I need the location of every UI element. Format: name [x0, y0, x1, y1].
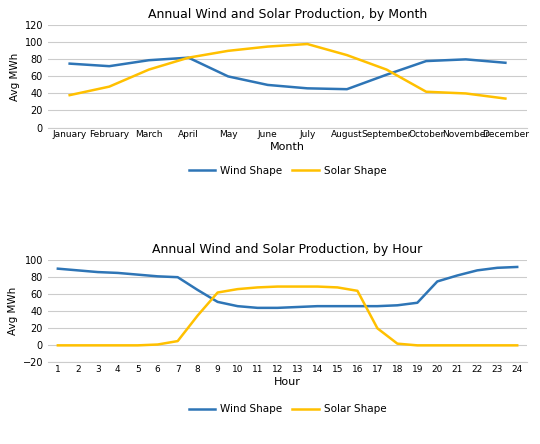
Solar Shape: [185, 55, 192, 60]
Wind Shape: [214, 299, 221, 305]
Solar Shape: [254, 285, 261, 290]
Wind Shape: [494, 265, 501, 270]
Wind Shape: [414, 300, 421, 305]
Solar Shape: [234, 286, 241, 292]
Solar Shape: [106, 84, 112, 89]
Wind Shape: [434, 279, 441, 284]
Solar Shape: [394, 341, 401, 346]
Wind Shape: [304, 86, 310, 91]
Y-axis label: Avg MWh: Avg MWh: [8, 287, 18, 335]
Solar Shape: [225, 48, 231, 54]
Wind Shape: [502, 60, 509, 65]
Solar Shape: [494, 343, 501, 348]
X-axis label: Month: Month: [270, 142, 305, 152]
Wind Shape: [66, 61, 73, 66]
Solar Shape: [502, 96, 509, 101]
Wind Shape: [134, 272, 141, 278]
Legend: Wind Shape, Solar Shape: Wind Shape, Solar Shape: [185, 400, 390, 419]
Title: Annual Wind and Solar Production, by Month: Annual Wind and Solar Production, by Mon…: [148, 8, 427, 21]
Wind Shape: [423, 59, 429, 64]
Solar Shape: [55, 343, 61, 348]
Title: Annual Wind and Solar Production, by Hour: Annual Wind and Solar Production, by Hou…: [152, 243, 423, 256]
Solar Shape: [314, 284, 321, 289]
Wind Shape: [75, 268, 81, 273]
Solar Shape: [75, 343, 81, 348]
Wind Shape: [174, 274, 181, 280]
Wind Shape: [334, 304, 341, 309]
Solar Shape: [265, 44, 271, 49]
Wind Shape: [354, 304, 361, 309]
Solar Shape: [423, 89, 429, 95]
Wind Shape: [194, 287, 201, 293]
Solar Shape: [304, 41, 310, 47]
Wind Shape: [374, 304, 381, 309]
Solar Shape: [134, 343, 141, 348]
Wind Shape: [106, 63, 112, 69]
Wind Shape: [185, 55, 192, 60]
Wind Shape: [463, 57, 469, 62]
Line: Solar Shape: Solar Shape: [58, 286, 517, 345]
Wind Shape: [225, 74, 231, 79]
Wind Shape: [146, 58, 152, 63]
Wind Shape: [514, 264, 521, 270]
X-axis label: Hour: Hour: [274, 377, 301, 387]
Solar Shape: [146, 67, 152, 72]
Wind Shape: [234, 304, 241, 309]
Solar Shape: [154, 342, 161, 347]
Solar Shape: [463, 91, 469, 96]
Wind Shape: [294, 304, 301, 309]
Solar Shape: [474, 343, 481, 348]
Wind Shape: [314, 304, 321, 309]
Solar Shape: [374, 325, 381, 331]
Solar Shape: [214, 290, 221, 295]
Solar Shape: [354, 288, 361, 293]
Line: Solar Shape: Solar Shape: [70, 44, 505, 99]
Solar Shape: [514, 343, 521, 348]
Solar Shape: [294, 284, 301, 289]
Solar Shape: [414, 343, 421, 348]
Solar Shape: [334, 285, 341, 290]
Solar Shape: [194, 313, 201, 318]
Solar Shape: [274, 284, 281, 289]
Solar Shape: [114, 343, 121, 348]
Wind Shape: [274, 305, 281, 310]
Wind Shape: [454, 273, 461, 278]
Wind Shape: [254, 305, 261, 310]
Wind Shape: [343, 87, 350, 92]
Wind Shape: [474, 268, 481, 273]
Wind Shape: [55, 266, 61, 271]
Solar Shape: [343, 52, 350, 58]
Solar Shape: [434, 343, 441, 348]
Wind Shape: [114, 270, 121, 276]
Wind Shape: [94, 270, 101, 275]
Wind Shape: [265, 82, 271, 87]
Legend: Wind Shape, Solar Shape: Wind Shape, Solar Shape: [185, 161, 390, 180]
Solar Shape: [383, 67, 390, 72]
Wind Shape: [154, 274, 161, 279]
Solar Shape: [94, 343, 101, 348]
Wind Shape: [383, 72, 390, 77]
Line: Wind Shape: Wind Shape: [58, 267, 517, 308]
Y-axis label: Avg MWh: Avg MWh: [10, 52, 21, 100]
Wind Shape: [394, 303, 401, 308]
Solar Shape: [454, 343, 461, 348]
Solar Shape: [66, 92, 73, 98]
Solar Shape: [174, 338, 181, 344]
Line: Wind Shape: Wind Shape: [70, 58, 505, 89]
